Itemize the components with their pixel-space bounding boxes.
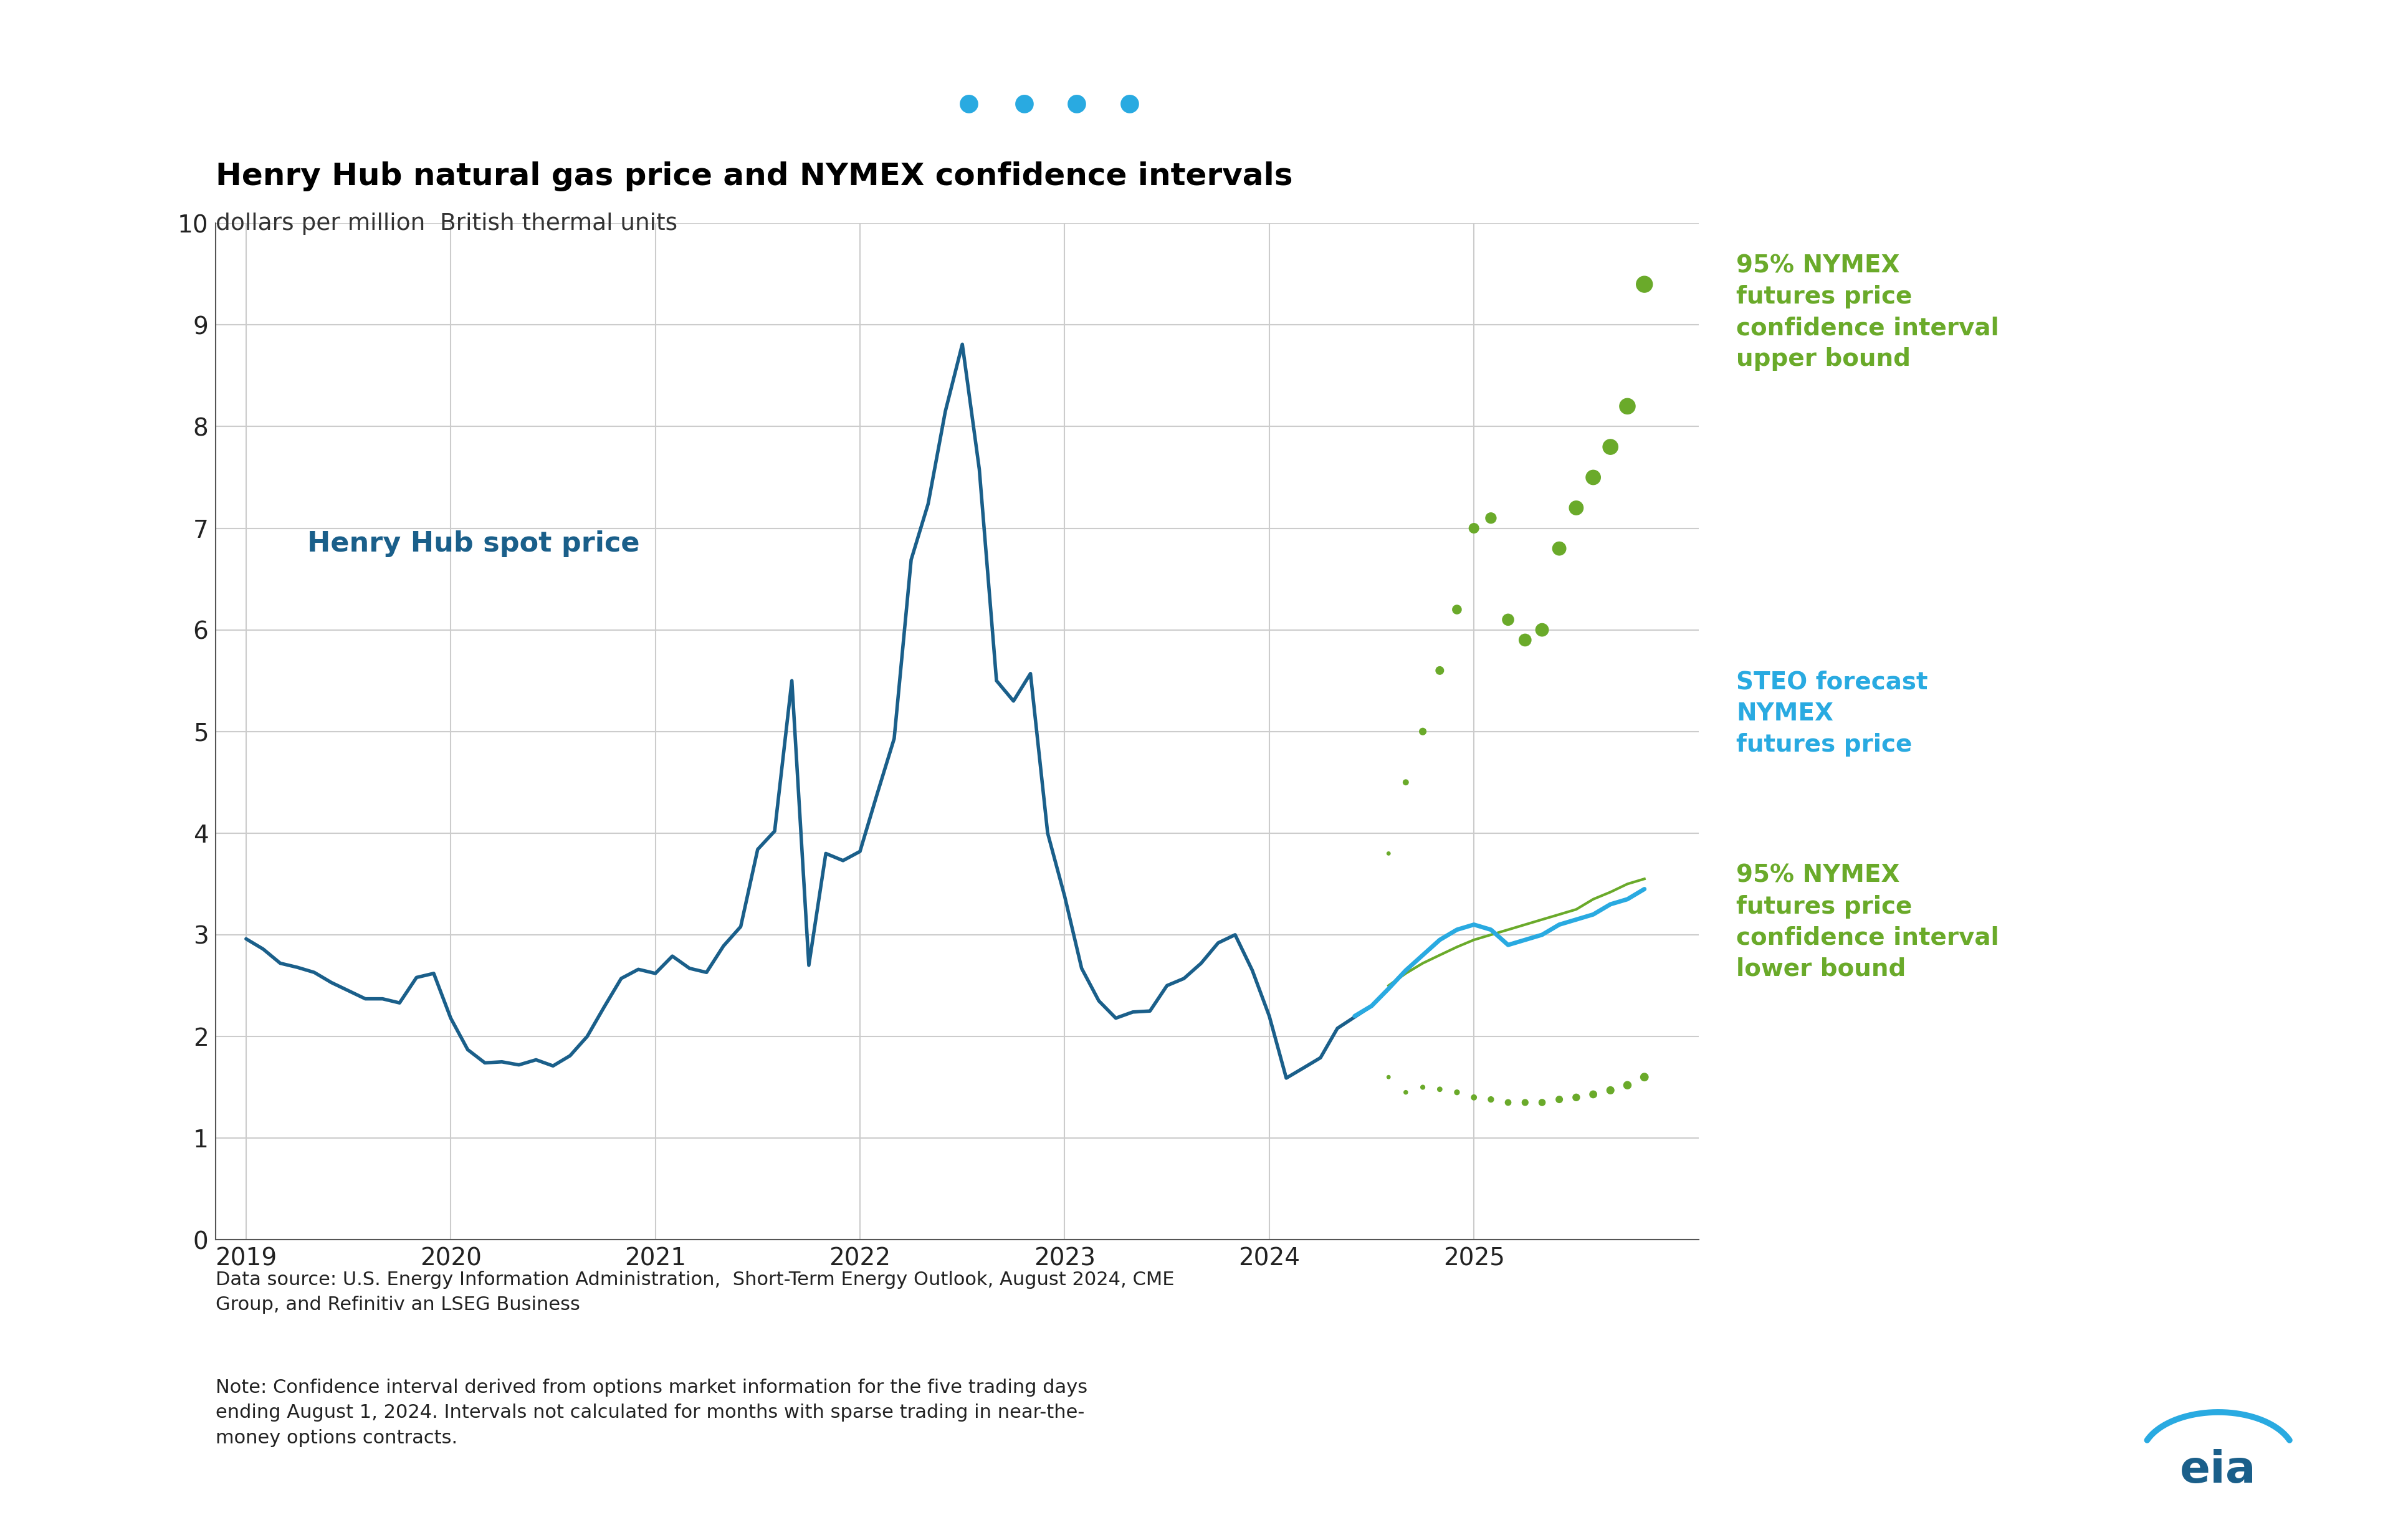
Text: ●: ● [1120,91,1139,116]
Point [1421,1076,1460,1101]
Text: ●: ● [1015,91,1034,116]
Point [1558,1086,1596,1110]
Point [1438,598,1476,622]
Point [1488,607,1527,631]
Point [1421,658,1460,682]
Point [1522,618,1560,642]
Point [1625,1064,1663,1089]
Text: Henry Hub natural gas price and NYMEX confidence intervals: Henry Hub natural gas price and NYMEX co… [215,162,1292,191]
Text: ●: ● [960,91,979,116]
Point [1505,628,1543,653]
Text: 95% NYMEX
futures price
confidence interval
lower bound: 95% NYMEX futures price confidence inter… [1735,864,1998,981]
Point [1369,841,1407,865]
Point [1455,1086,1493,1110]
Point [1405,1075,1443,1100]
Point [1488,1090,1527,1115]
Point [1472,1087,1510,1112]
Point [1608,1073,1646,1098]
Point [1575,1083,1613,1107]
Text: 95% NYMEX
futures price
confidence interval
upper bound: 95% NYMEX futures price confidence inter… [1735,254,1998,371]
Point [1455,516,1493,541]
Text: Henry Hub spot price: Henry Hub spot price [306,530,639,557]
Point [1591,434,1630,459]
Text: Data source: U.S. Energy Information Administration,  Short-Term Energy Outlook,: Data source: U.S. Energy Information Adm… [215,1270,1175,1314]
Point [1575,465,1613,490]
Point [1472,505,1510,530]
Point [1558,496,1596,521]
Text: dollars per million  British thermal units: dollars per million British thermal unit… [215,213,677,236]
Point [1369,1064,1407,1089]
Point [1438,1080,1476,1104]
Point [1591,1078,1630,1103]
Point [1541,1087,1579,1112]
Point [1386,1080,1424,1104]
Point [1522,1090,1560,1115]
Point [1608,394,1646,419]
Point [1541,536,1579,561]
Text: STEO forecast
NYMEX
futures price: STEO forecast NYMEX futures price [1735,670,1929,756]
Text: ●: ● [1067,91,1086,116]
Point [1505,1090,1543,1115]
Text: Note: Confidence interval derived from options market information for the five t: Note: Confidence interval derived from o… [215,1378,1086,1448]
Point [1386,770,1424,795]
Point [1625,273,1663,297]
Text: eia: eia [2180,1449,2257,1492]
Point [1405,719,1443,744]
